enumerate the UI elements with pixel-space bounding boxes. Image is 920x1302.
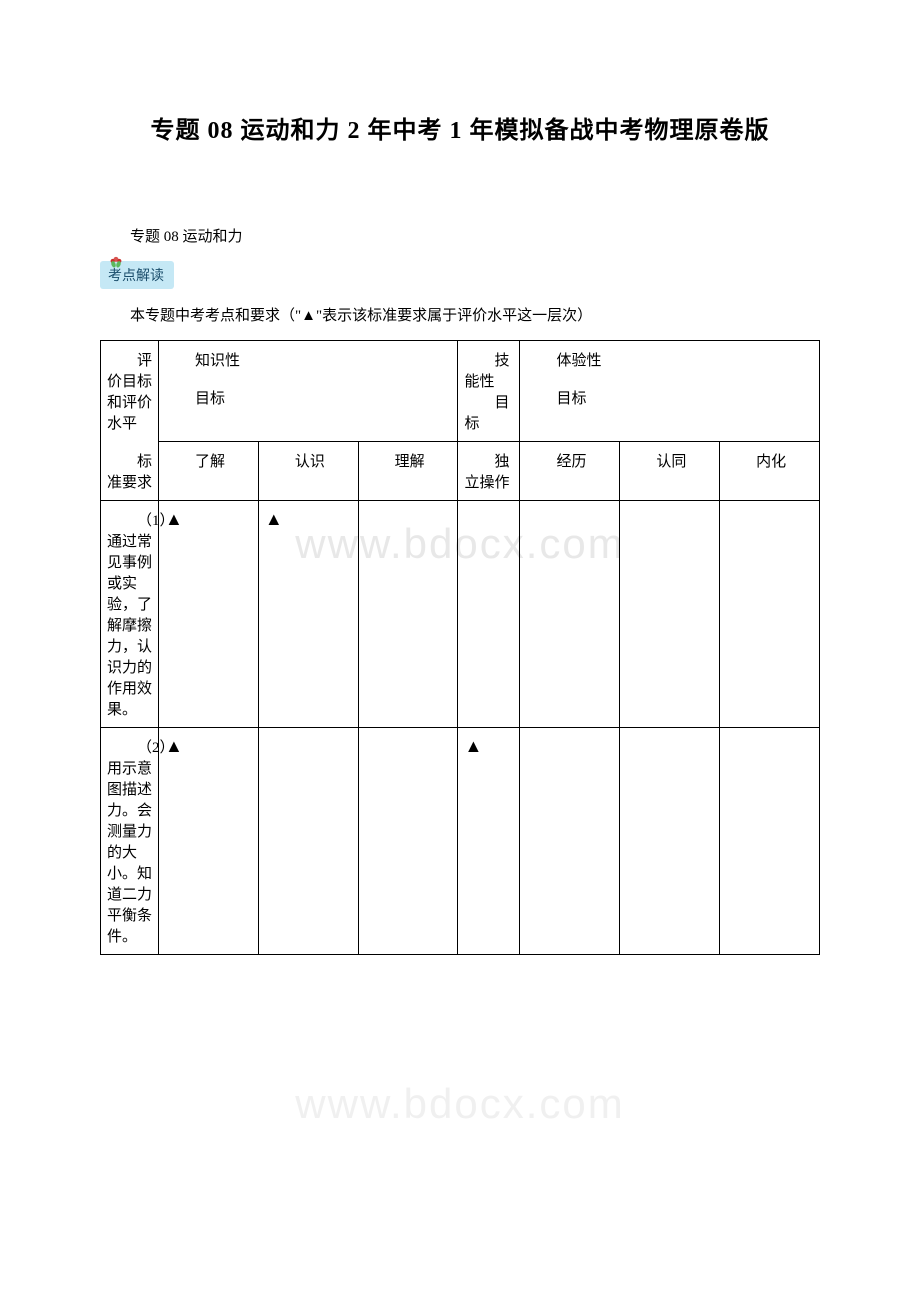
- mark-cell: [458, 501, 520, 728]
- sub-header-comprehend: 理解: [358, 442, 458, 501]
- standards-table: 评价目标和评价水平 标准要求 知识性 目标 技能性 目标 体验性 目标 了解 认…: [100, 340, 820, 955]
- header-knowledge-target: 知识性 目标: [159, 341, 458, 442]
- row-label-2: （2）用示意图描述力。会测量力的大小。知道二力平衡条件。: [101, 728, 159, 955]
- mark-cell: ▲: [258, 501, 358, 728]
- row-label-1: （1）通过常见事例或实验，了解摩擦力，认识力的作用效果。: [101, 501, 159, 728]
- mark-cell: [358, 501, 458, 728]
- badge-text: 考点解读: [108, 269, 164, 284]
- sub-header-experience: 经历: [520, 442, 620, 501]
- description-text: 本专题中考考点和要求（"▲"表示该标准要求属于评价水平这一层次）: [100, 304, 820, 325]
- mark-cell: [358, 728, 458, 955]
- sub-header-understand: 了解: [159, 442, 259, 501]
- table-header-row-2: 了解 认识 理解 独立操作 经历 认同 内化: [101, 442, 820, 501]
- sub-header-identify: 认同: [620, 442, 720, 501]
- header-skill-target: 技能性 目标: [458, 341, 520, 442]
- watermark-2: www.bdocx.com: [295, 1080, 624, 1128]
- table-header-row-1: 评价目标和评价水平 标准要求 知识性 目标 技能性 目标 体验性 目标: [101, 341, 820, 442]
- sub-header-recognize: 认识: [258, 442, 358, 501]
- mark-cell: ▲: [159, 501, 259, 728]
- mark-cell: [520, 728, 620, 955]
- mark-cell: ▲: [159, 728, 259, 955]
- mark-cell: ▲: [458, 728, 520, 955]
- page-title: 专题 08 运动和力 2 年中考 1 年模拟备战中考物理原卷版: [100, 110, 820, 145]
- table-row: （1）通过常见事例或实验，了解摩擦力，认识力的作用效果。 ▲ ▲: [101, 501, 820, 728]
- section-badge: 考点解读: [100, 261, 174, 289]
- topic-subtitle: 专题 08 运动和力: [100, 225, 820, 246]
- flower-icon: [105, 251, 127, 271]
- sub-header-operate: 独立操作: [458, 442, 520, 501]
- mark-cell: [520, 501, 620, 728]
- mark-cell: [620, 728, 720, 955]
- mark-cell: [720, 501, 820, 728]
- header-evaluation-target: 评价目标和评价水平 标准要求: [101, 341, 159, 501]
- mark-cell: [720, 728, 820, 955]
- header-experience-target: 体验性 目标: [520, 341, 820, 442]
- mark-cell: [620, 501, 720, 728]
- sub-header-internalize: 内化: [720, 442, 820, 501]
- mark-cell: [258, 728, 358, 955]
- table-row: （2）用示意图描述力。会测量力的大小。知道二力平衡条件。 ▲ ▲: [101, 728, 820, 955]
